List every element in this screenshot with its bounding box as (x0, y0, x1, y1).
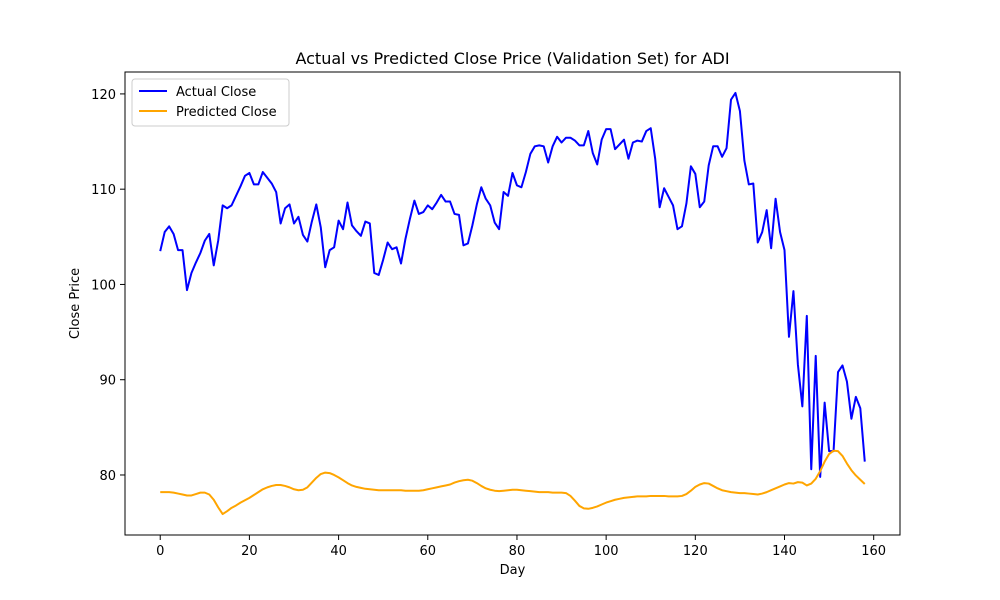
legend-box (131, 78, 290, 127)
x-axis: 0 20 40 60 80 100 120 140 160 (156, 535, 886, 559)
chart-title: Actual vs Predicted Close Price (Validat… (295, 49, 729, 68)
y-tick-label: 90 (99, 374, 116, 389)
x-tick-label: 60 (420, 544, 437, 559)
y-axis-label: Close Price (68, 268, 83, 339)
y-tick-label: 110 (91, 183, 116, 198)
x-tick-label: 40 (330, 544, 347, 559)
x-tick-label: 80 (509, 544, 526, 559)
y-tick-label: 120 (91, 88, 116, 103)
legend: Actual Close Predicted Close (131, 78, 290, 127)
x-axis-label: Day (500, 563, 526, 578)
y-axis: 80 90 100 110 120 (91, 88, 125, 484)
legend-label-actual: Actual Close (176, 85, 256, 100)
y-tick-label: 80 (99, 469, 116, 484)
x-tick-label: 120 (683, 544, 708, 559)
axes-frame (124, 71, 901, 536)
x-tick-label: 20 (241, 544, 258, 559)
x-tick-label: 100 (594, 544, 619, 559)
legend-label-predicted: Predicted Close (176, 105, 277, 120)
x-tick-label: 0 (156, 544, 164, 559)
plot-area (159, 91, 866, 516)
series-line-actual-close (159, 91, 866, 478)
x-tick-label: 140 (772, 544, 797, 559)
series-line-predicted-close (160, 449, 866, 516)
y-tick-label: 100 (91, 278, 116, 293)
x-tick-label: 160 (861, 544, 886, 559)
